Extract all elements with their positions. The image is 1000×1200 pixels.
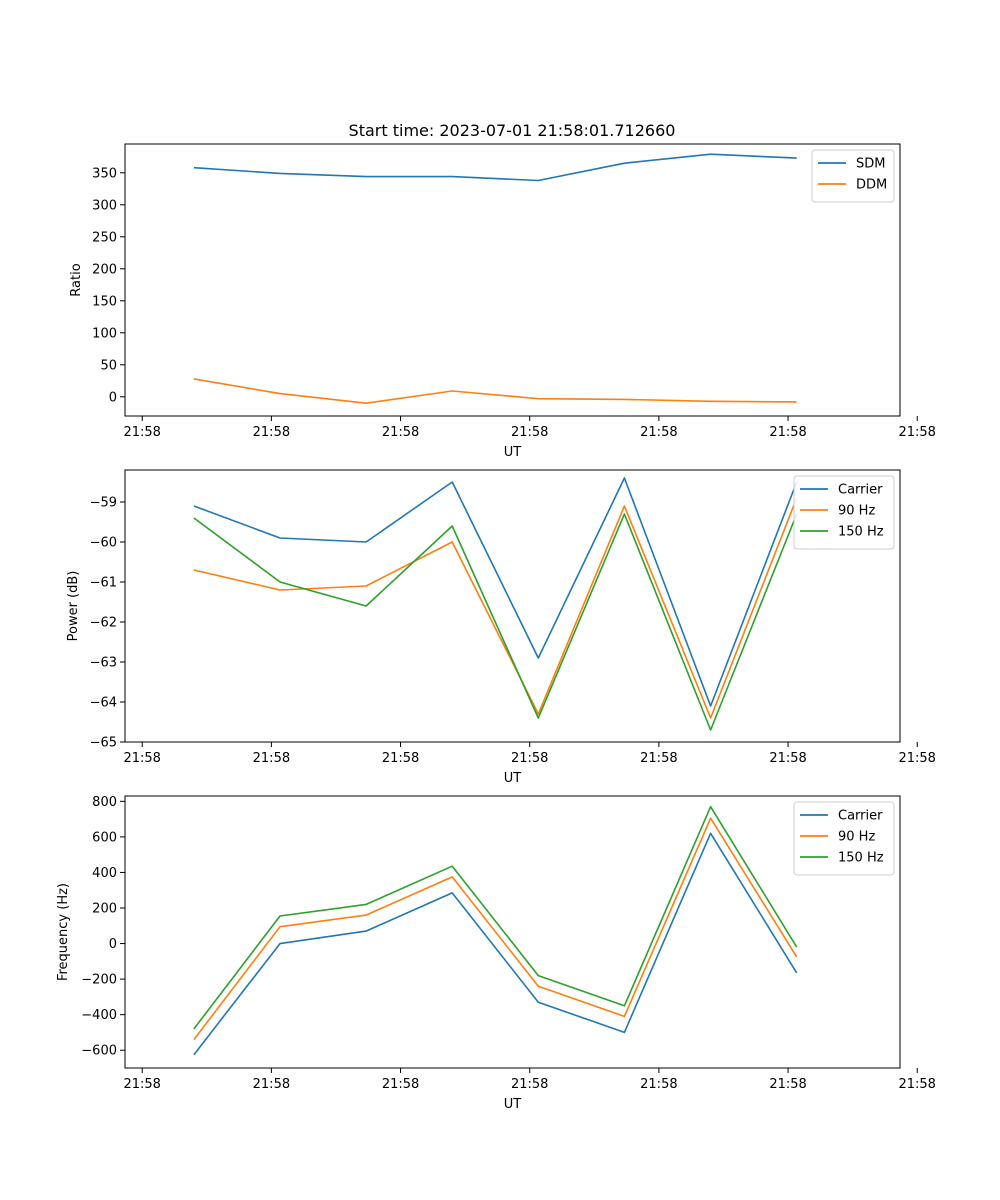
ratio-panel: 21:58 21:58 21:58 21:58 21:58 21:58 21:58 0 50 10… — [69, 143, 936, 460]
x-tick-label: 21:58 — [123, 751, 160, 766]
y-tick-label: −62 — [90, 616, 117, 631]
y-tick-label: 350 — [92, 166, 117, 181]
series-line-sdm — [193, 153, 797, 182]
figure-title: Start time: 2023-07-01 21:58:01.712660 — [349, 121, 676, 140]
y-tick-label: −400 — [81, 1008, 117, 1023]
series-line-carrier — [193, 477, 798, 707]
legend: Carrier 90 Hz 150 Hz — [793, 801, 895, 876]
y-tick-label: 200 — [92, 902, 117, 917]
axes-frame — [124, 143, 901, 417]
y-tick-label: −60 — [90, 536, 117, 551]
series-line-90-hz — [193, 817, 798, 1041]
x-tick-label: 21:58 — [253, 425, 290, 440]
x-tick-label: 21:58 — [640, 751, 677, 766]
legend: Carrier 90 Hz 150 Hz — [793, 475, 895, 550]
axes-frame — [124, 469, 901, 743]
x-tick-label: 21:58 — [123, 425, 160, 440]
y-tick-label: −63 — [90, 656, 117, 671]
x-tick-label: 21:58 — [898, 751, 935, 766]
x-tick-label: 21:58 — [511, 1077, 548, 1092]
y-tick-label: −600 — [81, 1044, 117, 1059]
legend-label-sdm: SDM — [856, 157, 885, 172]
x-tick-label: 21:58 — [769, 1077, 806, 1092]
legend-label-carrier: Carrier — [838, 483, 883, 498]
x-axis-label: UT — [504, 1097, 522, 1112]
x-tick-label: 21:58 — [640, 425, 677, 440]
y-tick-label: 250 — [92, 230, 117, 245]
x-tick-label: 21:58 — [123, 1077, 160, 1092]
y-tick-label: 600 — [92, 830, 117, 845]
y-tick-label: −65 — [90, 736, 117, 751]
y-axis-label: Power (dB) — [66, 571, 81, 642]
y-tick-label: 50 — [100, 358, 117, 373]
x-tick-label: 21:58 — [253, 751, 290, 766]
power-panel: 21:58 21:58 21:58 21:58 21:58 21:58 21:58 −65 −6… — [66, 469, 936, 786]
y-tick-label: 300 — [92, 198, 117, 213]
series-line-carrier — [193, 832, 798, 1056]
y-tick-label: 150 — [92, 294, 117, 309]
y-tick-label: −61 — [90, 576, 117, 591]
x-tick-label: 21:58 — [640, 1077, 677, 1092]
legend: SDM DDM — [811, 149, 895, 203]
legend-label-90-hz: 90 Hz — [838, 830, 875, 845]
y-tick-label: 800 — [92, 795, 117, 810]
x-tick-label: 21:58 — [382, 425, 419, 440]
y-axis-label: Ratio — [69, 263, 84, 296]
x-tick-label: 21:58 — [382, 1077, 419, 1092]
legend-label-carrier: Carrier — [838, 809, 883, 824]
x-axis-label: UT — [504, 445, 522, 460]
y-tick-label: 100 — [92, 326, 117, 341]
y-axis-label: Frequency (Hz) — [56, 883, 71, 981]
y-tick-label: −200 — [81, 973, 117, 988]
y-tick-label: 200 — [92, 262, 117, 277]
legend-label-ddm: DDM — [856, 178, 887, 193]
axes-frame — [124, 795, 901, 1069]
x-tick-label: 21:58 — [511, 425, 548, 440]
legend-label-150-hz: 150 Hz — [838, 525, 884, 540]
y-tick-label: −64 — [90, 696, 117, 711]
x-tick-label: 21:58 — [898, 1077, 935, 1092]
x-tick-label: 21:58 — [511, 751, 548, 766]
x-axis-label: UT — [504, 771, 522, 786]
y-tick-label: 0 — [109, 390, 117, 405]
x-tick-label: 21:58 — [769, 425, 806, 440]
series-line-150-hz — [193, 513, 798, 731]
series-line-ddm — [193, 378, 797, 405]
y-tick-label: 0 — [109, 937, 117, 952]
y-tick-label: 400 — [92, 866, 117, 881]
series-line-90-hz — [193, 497, 798, 719]
x-tick-label: 21:58 — [898, 425, 935, 440]
legend-label-90-hz: 90 Hz — [838, 504, 875, 519]
x-tick-label: 21:58 — [769, 751, 806, 766]
frequency-panel: 21:58 21:58 21:58 21:58 21:58 21:58 21:58 −600 −… — [56, 795, 936, 1112]
series-line-150-hz — [193, 805, 798, 1030]
x-tick-label: 21:58 — [253, 1077, 290, 1092]
legend-label-150-hz: 150 Hz — [838, 851, 884, 866]
x-tick-label: 21:58 — [382, 751, 419, 766]
y-tick-label: −59 — [90, 496, 117, 511]
